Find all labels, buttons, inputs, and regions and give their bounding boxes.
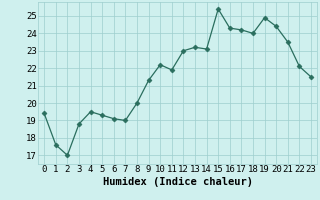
X-axis label: Humidex (Indice chaleur): Humidex (Indice chaleur): [103, 177, 252, 187]
